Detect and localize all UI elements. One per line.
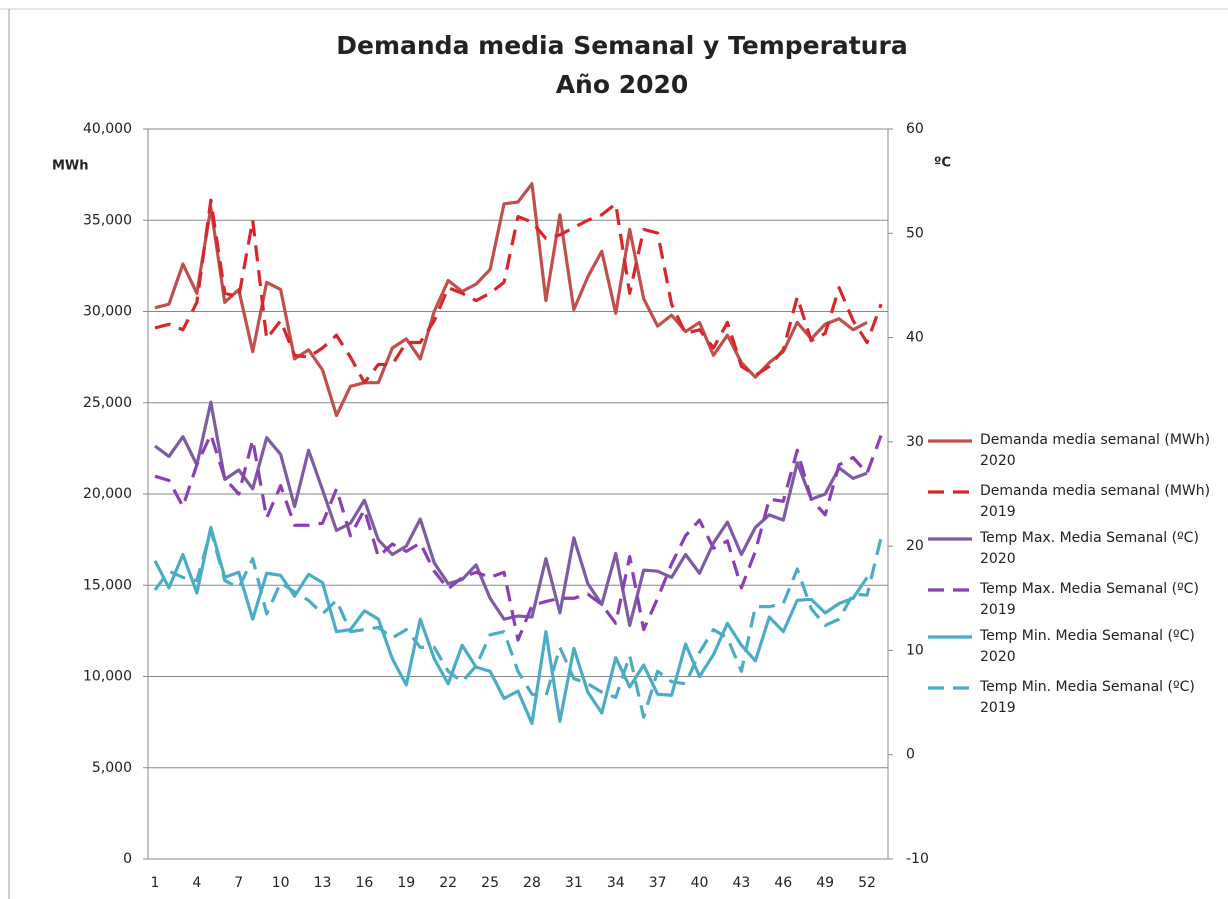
legend-entry: Temp Max. Media Semanal (ºC) 2019 (980, 581, 1199, 618)
y-tick-label: 25,000 (83, 395, 132, 411)
y2-tick-label: 50 (906, 225, 924, 241)
x-tick-label: 40 (691, 875, 709, 891)
x-tick-label: 7 (234, 875, 243, 891)
y-tick-label: 15,000 (83, 577, 132, 593)
x-tick-label: 22 (439, 875, 457, 891)
chart-title: Demanda media Semanal y Temperatura (336, 31, 908, 60)
y2-tick-label: 0 (906, 747, 915, 763)
series-line (153, 525, 869, 726)
x-tick-label: 46 (774, 875, 792, 891)
y-tick-label: 0 (123, 851, 132, 867)
legend-entry: Demanda media semanal (MWh) 2020 (980, 432, 1211, 469)
y2-axis-label: ºC (934, 156, 951, 171)
y-tick-label: 40,000 (83, 121, 132, 137)
x-tick-label: 43 (732, 875, 750, 891)
series-line (153, 528, 883, 719)
x-tick-label: 19 (397, 875, 415, 891)
series-line (154, 198, 883, 385)
x-tick-label: 34 (607, 875, 625, 891)
chart-subtitle: Año 2020 (556, 70, 689, 99)
y2-tick-label: 30 (906, 434, 924, 450)
x-tick-label: 37 (649, 875, 667, 891)
x-tick-label: 4 (192, 875, 201, 891)
x-tick-label: 13 (314, 875, 332, 891)
x-tick-label: 31 (565, 875, 583, 891)
y2-tick-label: 10 (906, 642, 924, 658)
legend-entry: Temp Min. Media Semanal (ºC) 2019 (980, 679, 1195, 716)
x-tick-label: 25 (481, 875, 499, 891)
y-tick-label: 20,000 (83, 486, 132, 502)
y-tick-label: 30,000 (83, 304, 132, 320)
x-tick-label: 28 (523, 875, 541, 891)
series-line (154, 432, 883, 642)
x-tick-label: 10 (272, 875, 290, 891)
x-tick-label: 16 (356, 875, 374, 891)
y2-tick-label: 20 (906, 538, 924, 554)
legend-entry: Temp Max. Media Semanal (ºC) 2020 (980, 530, 1199, 567)
y-axis-label: MWh (52, 159, 89, 174)
x-tick-label: 49 (816, 875, 834, 891)
legend-entry: Temp Min. Media Semanal (ºC) 2020 (980, 628, 1195, 665)
y-tick-label: 5,000 (92, 760, 132, 776)
y2-tick-label: 60 (906, 121, 924, 137)
series-line (154, 400, 868, 627)
legend-entry: Demanda media semanal (MWh) 2019 (980, 483, 1211, 520)
y-tick-label: 35,000 (83, 212, 132, 228)
x-tick-label: 52 (858, 875, 876, 891)
x-tick-label: 1 (151, 875, 160, 891)
y2-tick-label: -10 (906, 851, 929, 867)
y-tick-label: 10,000 (83, 669, 132, 685)
y2-tick-label: 40 (906, 330, 924, 346)
